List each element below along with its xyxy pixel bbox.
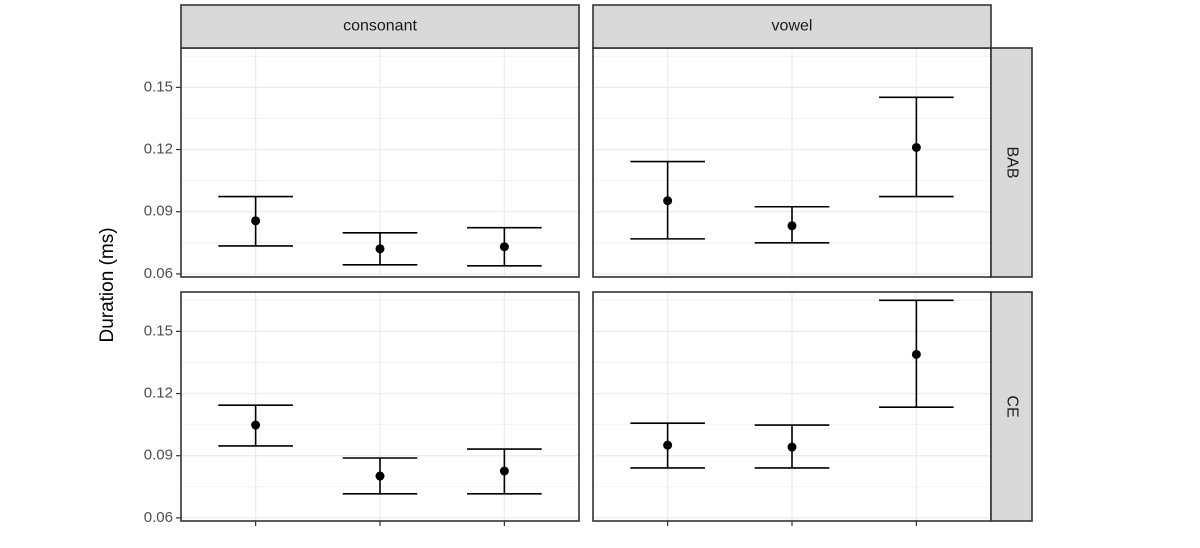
point <box>375 471 385 481</box>
point <box>911 349 921 359</box>
point <box>375 244 385 254</box>
point <box>499 466 509 476</box>
point <box>499 242 509 252</box>
point <box>911 142 921 152</box>
point <box>663 440 673 450</box>
column-strip <box>180 4 580 49</box>
y-tick-label: 0.09 <box>144 447 173 464</box>
panel-border <box>180 291 580 522</box>
y-tick-label: 0.15 <box>144 78 173 95</box>
row-strip-label: CE <box>1003 395 1020 417</box>
y-axis-title: Duration (ms) <box>97 227 118 342</box>
column-strip-label: consonant <box>343 18 417 35</box>
point <box>787 221 797 231</box>
row-strip-label: BAB <box>1003 146 1020 178</box>
column-strip-label: vowel <box>772 18 813 35</box>
y-tick-label: 0.06 <box>144 265 173 282</box>
y-tick-label: 0.12 <box>144 385 173 402</box>
point <box>251 420 261 430</box>
point <box>663 196 673 206</box>
y-tick-label: 0.15 <box>144 322 173 339</box>
point <box>787 442 797 452</box>
column-strip <box>592 4 992 49</box>
row-strip <box>990 47 1033 278</box>
point <box>251 216 261 226</box>
y-tick-label: 0.06 <box>144 509 173 526</box>
y-tick-label: 0.09 <box>144 203 173 220</box>
y-tick-label: 0.12 <box>144 141 173 158</box>
row-strip <box>990 291 1033 522</box>
